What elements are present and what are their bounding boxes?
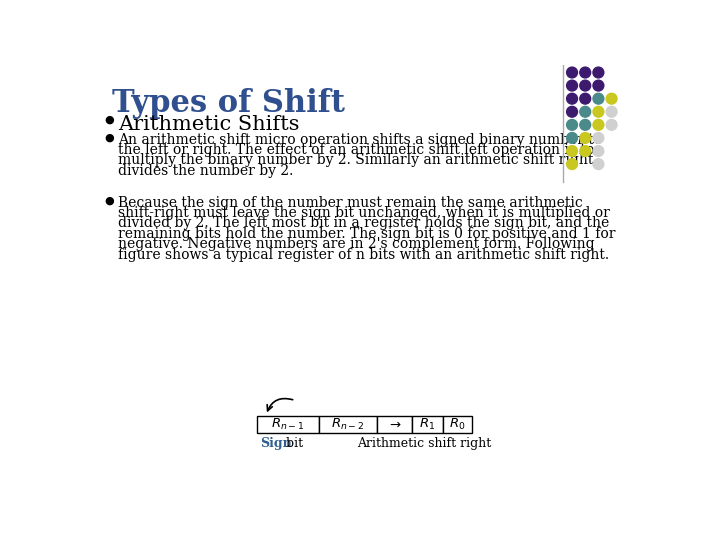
Circle shape [593,146,604,157]
Circle shape [606,93,617,104]
Circle shape [593,119,604,130]
Circle shape [580,106,590,117]
Circle shape [580,132,590,143]
Circle shape [567,159,577,170]
Text: shift-right must leave the sign bit unchanged, when it is multiplied or: shift-right must leave the sign bit unch… [118,206,610,220]
Text: figure shows a typical register of n bits with an arithmetic shift right.: figure shows a typical register of n bit… [118,248,609,262]
Circle shape [567,132,577,143]
Circle shape [567,119,577,130]
Circle shape [580,67,590,78]
Text: $R_{n-1}$: $R_{n-1}$ [271,417,305,432]
FancyBboxPatch shape [377,416,412,433]
Text: Types of Shift: Types of Shift [112,88,345,119]
Circle shape [593,132,604,143]
Text: the left or right. The effect of an arithmetic shift left operation is to: the left or right. The effect of an arit… [118,143,594,157]
Text: divided by 2. The left most bit in a register holds the sign bit, and the: divided by 2. The left most bit in a reg… [118,217,609,231]
Circle shape [593,159,604,170]
Text: Sign: Sign [261,437,292,450]
Text: divides the number by 2.: divides the number by 2. [118,164,293,178]
FancyBboxPatch shape [443,416,472,433]
Circle shape [580,119,590,130]
Text: $R_1$: $R_1$ [419,417,435,432]
Text: multiply the binary number by 2. Similarly an arithmetic shift right: multiply the binary number by 2. Similar… [118,153,593,167]
Text: remaining bits hold the number. The sign bit is 0 for positive and 1 for: remaining bits hold the number. The sign… [118,227,616,241]
Circle shape [567,146,577,157]
Text: Because the sign of the number must remain the same arithmetic: Because the sign of the number must rema… [118,195,582,210]
Text: bit: bit [282,437,303,450]
Circle shape [593,93,604,104]
Text: negative. Negative numbers are in 2's complement form. Following: negative. Negative numbers are in 2's co… [118,237,595,251]
Circle shape [580,146,590,157]
Text: $\rightarrow$: $\rightarrow$ [387,418,402,431]
Text: Arithmetic shift right: Arithmetic shift right [357,437,492,450]
FancyBboxPatch shape [319,416,377,433]
Circle shape [593,106,604,117]
FancyBboxPatch shape [256,416,319,433]
Text: ●: ● [104,195,114,206]
Text: $R_0$: $R_0$ [449,417,466,432]
Circle shape [593,80,604,91]
Circle shape [567,67,577,78]
Circle shape [593,67,604,78]
Circle shape [567,80,577,91]
Circle shape [606,119,617,130]
Circle shape [580,80,590,91]
Circle shape [567,93,577,104]
Circle shape [567,106,577,117]
Circle shape [606,106,617,117]
Text: An arithmetic shift micro operation shifts a signed binary number to: An arithmetic shift micro operation shif… [118,132,602,146]
Circle shape [580,93,590,104]
FancyBboxPatch shape [412,416,443,433]
Text: ●: ● [104,115,114,125]
Text: ●: ● [104,132,114,143]
Text: Arithmetic Shifts: Arithmetic Shifts [118,115,300,134]
Text: $R_{n-2}$: $R_{n-2}$ [331,417,364,432]
